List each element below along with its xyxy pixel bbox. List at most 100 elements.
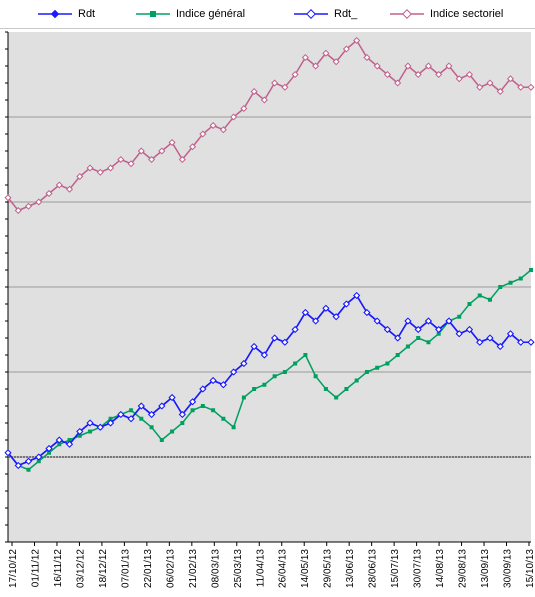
legend-label-indice-general: Indice général <box>176 8 246 20</box>
data-point <box>170 429 175 434</box>
data-point <box>230 368 238 376</box>
data-point <box>424 317 432 325</box>
data-point <box>373 62 381 70</box>
data-point <box>465 325 474 334</box>
data-point <box>383 325 391 334</box>
data-point <box>209 376 217 385</box>
data-point <box>487 297 492 302</box>
data-point <box>465 70 474 79</box>
data-point <box>4 449 12 457</box>
x-tick-label: 13/09/13 <box>480 549 491 588</box>
legend-swatch-rdt <box>38 9 72 19</box>
data-point <box>199 385 207 393</box>
x-tick-label: 01/11/12 <box>30 549 41 588</box>
data-point <box>178 410 186 419</box>
data-point <box>137 402 145 410</box>
data-point <box>445 62 453 70</box>
data-point <box>45 444 53 453</box>
data-point <box>76 427 84 436</box>
data-point <box>211 408 216 413</box>
data-point <box>527 338 535 346</box>
data-point <box>529 268 533 272</box>
data-point <box>303 353 308 357</box>
legend-swatch-indice-sectoriel <box>390 9 424 19</box>
data-point <box>518 276 523 281</box>
data-point <box>168 393 176 402</box>
data-point <box>394 79 402 87</box>
data-point <box>168 138 176 147</box>
data-point <box>332 58 340 66</box>
data-point <box>476 83 484 91</box>
x-tick-label: 07/01/13 <box>120 549 131 588</box>
data-point <box>353 291 361 300</box>
data-point <box>312 62 320 70</box>
data-point <box>404 62 412 70</box>
data-point <box>342 300 350 308</box>
x-tick-label: 14/05/13 <box>300 549 311 588</box>
data-point <box>477 293 482 298</box>
x-tick-label: 30/07/13 <box>413 549 424 588</box>
data-point <box>517 83 525 91</box>
data-point <box>517 338 525 346</box>
data-point <box>231 425 236 430</box>
data-point <box>375 365 380 370</box>
x-tick-label: 30/09/13 <box>503 549 514 588</box>
data-point <box>35 198 43 206</box>
data-point <box>291 70 299 79</box>
data-point <box>4 194 12 202</box>
data-point <box>414 325 422 334</box>
data-point <box>14 206 22 215</box>
data-point <box>76 172 84 181</box>
data-point <box>67 438 72 442</box>
data-point <box>86 164 94 172</box>
data-point <box>404 317 412 325</box>
data-point <box>363 53 371 62</box>
data-point <box>57 442 62 447</box>
data-point <box>45 189 53 198</box>
data-point <box>240 359 248 368</box>
data-point <box>117 410 125 419</box>
data-point <box>416 336 421 340</box>
data-point <box>148 410 156 419</box>
data-point <box>435 70 443 79</box>
data-point <box>262 382 267 387</box>
data-point <box>55 436 63 444</box>
data-point <box>486 334 494 342</box>
x-tick-label: 26/04/13 <box>278 549 289 588</box>
data-point <box>190 408 195 413</box>
data-point <box>527 83 535 91</box>
data-point <box>394 334 402 342</box>
x-tick-label: 25/03/13 <box>233 549 244 588</box>
data-point <box>47 450 52 455</box>
data-point <box>271 334 279 342</box>
data-point <box>189 143 197 151</box>
legend-item-rdt-underscore: Rdt_ <box>294 0 357 28</box>
data-point <box>240 104 248 113</box>
x-tick-label: 29/08/13 <box>458 549 469 588</box>
data-point <box>86 419 94 427</box>
data-point <box>24 457 33 465</box>
data-point <box>334 395 339 400</box>
data-point <box>159 438 164 442</box>
data-point <box>506 330 515 338</box>
data-point <box>364 370 369 374</box>
data-point <box>323 387 328 391</box>
data-point <box>127 160 135 168</box>
data-point <box>313 374 318 379</box>
data-point <box>127 415 135 423</box>
data-point <box>445 317 453 325</box>
data-point <box>395 353 400 357</box>
x-tick-label: 21/02/13 <box>188 549 199 588</box>
data-point <box>108 416 113 421</box>
data-point <box>282 370 287 374</box>
data-point <box>508 280 513 285</box>
legend-swatch-indice-general <box>136 11 170 17</box>
data-point <box>342 45 350 53</box>
data-point <box>322 49 330 57</box>
data-point <box>189 398 197 406</box>
data-point <box>129 408 134 413</box>
data-point <box>221 416 226 421</box>
x-tick-label: 08/03/13 <box>210 549 221 588</box>
data-point <box>180 421 185 425</box>
